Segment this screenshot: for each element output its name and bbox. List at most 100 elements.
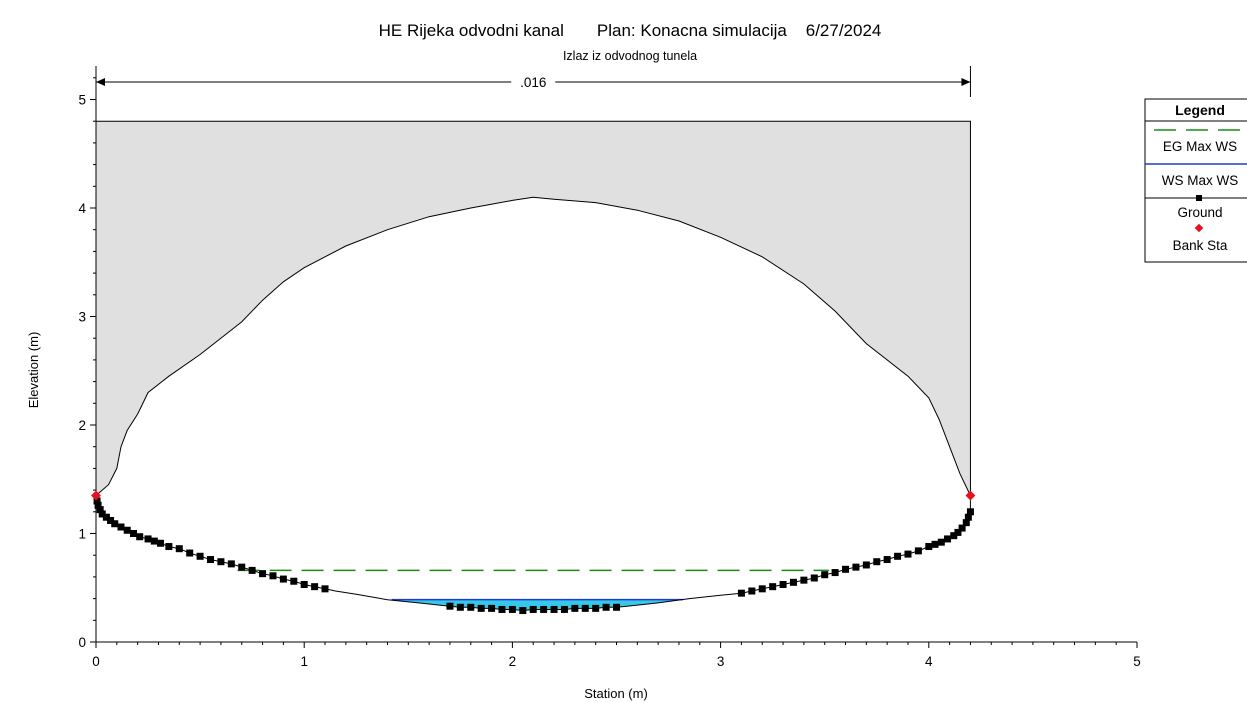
- ground-point-marker: [93, 497, 101, 505]
- ground-point-marker: [165, 543, 173, 551]
- ground-point-marker: [96, 506, 104, 514]
- ground-point-marker: [550, 605, 558, 613]
- ground-point-marker: [964, 513, 972, 521]
- legend-eg-label: EG Max WS: [1163, 139, 1237, 154]
- ground-point-marker: [769, 583, 777, 591]
- ground-point-marker: [937, 538, 945, 546]
- manning-arrow-left: [96, 78, 105, 86]
- ground-point-marker: [150, 537, 158, 545]
- x-tick-label: 1: [300, 654, 308, 669]
- ground-point-marker: [613, 603, 620, 611]
- ground-point-marker: [592, 604, 600, 612]
- legend-ground-marker: [1196, 195, 1202, 201]
- y-axis-label: Elevation (m): [26, 332, 41, 409]
- y-tick-label: 2: [78, 418, 86, 433]
- water-area: [391, 599, 684, 611]
- ground-point-marker: [498, 605, 506, 613]
- ground-point-marker: [136, 533, 144, 541]
- x-axis-label: Station (m): [584, 686, 648, 701]
- ground-point-marker: [279, 575, 287, 583]
- ground-point-marker: [779, 580, 787, 588]
- ground-point-marker: [529, 605, 537, 613]
- ground-point-marker: [737, 589, 745, 597]
- y-tick-label: 3: [78, 310, 86, 325]
- ground-point-marker: [954, 528, 962, 536]
- ground-point-marker: [467, 603, 475, 611]
- bank-station-marker: [965, 490, 976, 501]
- ground-point-marker: [944, 535, 952, 543]
- ground-point-marker: [821, 571, 829, 579]
- ground-point-marker: [107, 516, 115, 524]
- ground-point-marker: [117, 523, 125, 531]
- ground-point-marker: [477, 604, 485, 612]
- legend-box: [1144, 98, 1247, 263]
- ground-point-marker: [831, 569, 839, 577]
- y-tick-label: 1: [78, 527, 86, 542]
- ground-point-marker: [157, 539, 165, 547]
- ground-point-marker: [98, 510, 106, 518]
- ground-point-marker: [321, 585, 329, 593]
- ground-point-marker: [446, 602, 454, 610]
- ground-point-marker: [102, 513, 110, 521]
- ground-point-marker: [248, 566, 256, 574]
- ground-point-marker: [129, 530, 137, 537]
- plot-area: 0 1 2 3 4 5 0 1 2 3 4 5 .016: [78, 66, 1141, 669]
- ground-point-marker: [894, 552, 902, 560]
- ground-point-marker: [508, 605, 516, 613]
- ground-point-marker: [748, 587, 756, 595]
- x-tick-label: 3: [717, 654, 725, 669]
- ground-point-marker: [758, 585, 766, 593]
- ground-point-marker: [925, 543, 933, 551]
- ground-point-marker: [966, 508, 974, 516]
- x-tick-label: 5: [1133, 654, 1141, 669]
- ground-point-marker: [94, 501, 102, 509]
- ground-point-marker: [931, 540, 939, 548]
- y-tick-label: 0: [78, 635, 86, 650]
- ground-point-marker: [300, 580, 308, 588]
- x-tick-label: 0: [92, 654, 100, 669]
- manning-n-label: .016: [520, 75, 546, 90]
- ground-point-marker: [144, 535, 152, 543]
- ground-point-marker: [123, 526, 131, 534]
- ground-point-marker: [456, 603, 464, 611]
- ground-point-marker: [207, 556, 215, 564]
- legend-bank-label: Bank Sta: [1173, 238, 1228, 253]
- ground-point-marker: [873, 558, 881, 566]
- ground-point-marker: [842, 565, 850, 573]
- ground-point-marker: [958, 524, 966, 532]
- legend-ground-label: Ground: [1177, 205, 1222, 220]
- ground-point-marker: [311, 583, 319, 591]
- ground-point-marker: [175, 545, 183, 553]
- chart-subtitle: Izlaz iz odvodnog tunela: [563, 49, 697, 63]
- ground-point-marker: [862, 561, 870, 569]
- upper-fill: [96, 121, 971, 496]
- ground-point-marker: [111, 520, 119, 528]
- ground-point-marker: [519, 607, 527, 615]
- ground-point-marker: [914, 547, 922, 555]
- ground-point-marker: [950, 532, 958, 540]
- ground-point-marker: [217, 558, 225, 566]
- y-tick-label: 5: [78, 93, 86, 108]
- ground-point-marker: [488, 604, 496, 612]
- chart-title: HE Rijeka odvodni kanal Plan: Konacna si…: [379, 21, 882, 40]
- ground-point-marker: [238, 563, 246, 571]
- ground-point-marker: [962, 519, 970, 527]
- legend-ws-label: WS Max WS: [1162, 173, 1239, 188]
- ground-point-marker: [540, 605, 548, 613]
- x-tick-label: 4: [925, 654, 933, 669]
- ground-point-marker: [800, 576, 808, 584]
- ground-point-marker: [227, 560, 235, 568]
- legend-title: Legend: [1175, 102, 1225, 118]
- legend: Legend EG Max WS WS Max WS Ground Bank S…: [1144, 98, 1247, 263]
- ground-point-marker: [810, 574, 818, 582]
- ground-point-marker: [290, 577, 298, 585]
- x-tick-label: 2: [509, 654, 517, 669]
- tunnel-crown-line: [95, 196, 971, 496]
- ground-point-marker: [789, 578, 797, 586]
- ground-point-marker: [883, 556, 891, 564]
- ground-line: [95, 495, 971, 612]
- y-tick-label: 4: [78, 201, 86, 216]
- ground-point-marker: [259, 570, 267, 578]
- ground-point-marker: [852, 563, 860, 571]
